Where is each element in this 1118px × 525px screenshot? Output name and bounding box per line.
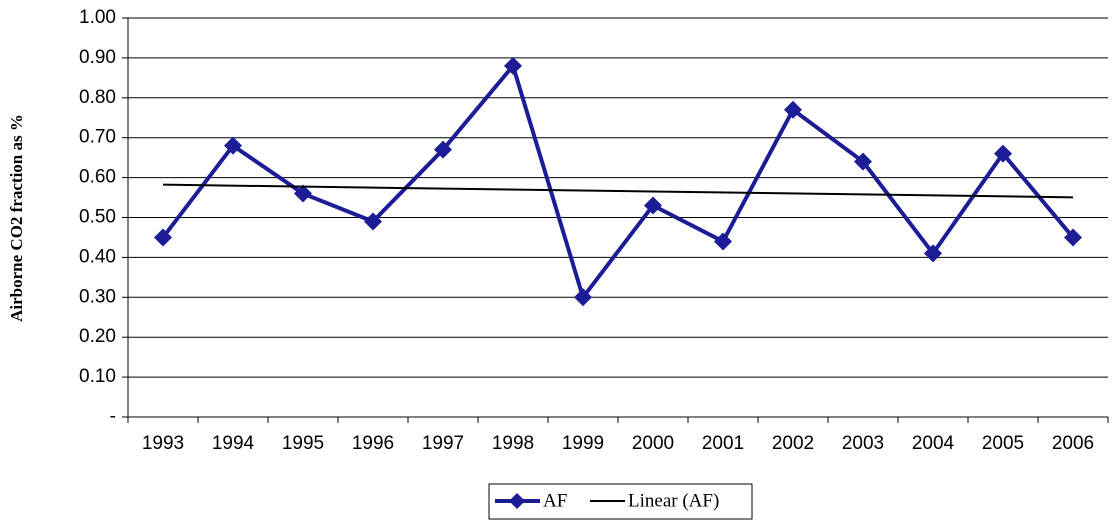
data-point [784,100,802,119]
data-point [1064,228,1082,247]
data-point [294,184,312,203]
data-point [854,152,872,171]
data-point [504,56,522,75]
y-tick-label: 1.00 [79,7,116,28]
data-point [224,136,242,155]
data-point [574,288,592,307]
x-tick-label: 1995 [282,433,324,454]
y-tick-label: 0.60 [79,167,116,188]
trend-line [162,183,1074,199]
x-tick-label: 2003 [842,433,884,454]
y-tick-label: 0.30 [79,286,116,307]
x-tick-label: 2001 [702,433,744,454]
legend-label: AF [543,490,567,511]
x-tick-label: 2006 [1052,433,1094,454]
legend-label: Linear (AF) [628,490,719,511]
y-tick-label: 0.80 [79,87,116,108]
x-tick-label: 1994 [212,433,255,454]
y-axis-title: Airborne CO2 fraction as % [7,114,26,322]
y-tick-label: 0.70 [79,127,116,148]
data-point [924,244,942,263]
data-point [434,140,452,159]
data-point [994,144,1012,163]
data-point [714,232,732,251]
y-tick-label: 0.90 [79,47,116,68]
x-tick-label: 1998 [492,433,534,454]
y-tick-label: 0.40 [79,246,116,267]
x-tick-label: 1997 [422,433,464,454]
y-tick-label: 0.50 [79,207,116,228]
y-tick-label: 0.20 [79,326,116,347]
x-tick-label: 2000 [632,433,674,454]
x-tick-label: 2002 [772,433,814,454]
x-tick-label: 2004 [912,433,955,454]
data-point [364,212,382,231]
legend-swatch [509,493,525,509]
x-tick-label: 1996 [352,433,394,454]
x-tick-label: 1993 [142,433,184,454]
data-point [154,228,172,247]
series-line [161,63,1075,300]
y-tick-label: 0.10 [79,366,116,387]
x-tick-label: 2005 [982,433,1024,454]
x-tick-label: 1999 [562,433,604,454]
y-tick-label: - [110,406,116,427]
data-point [644,196,662,215]
